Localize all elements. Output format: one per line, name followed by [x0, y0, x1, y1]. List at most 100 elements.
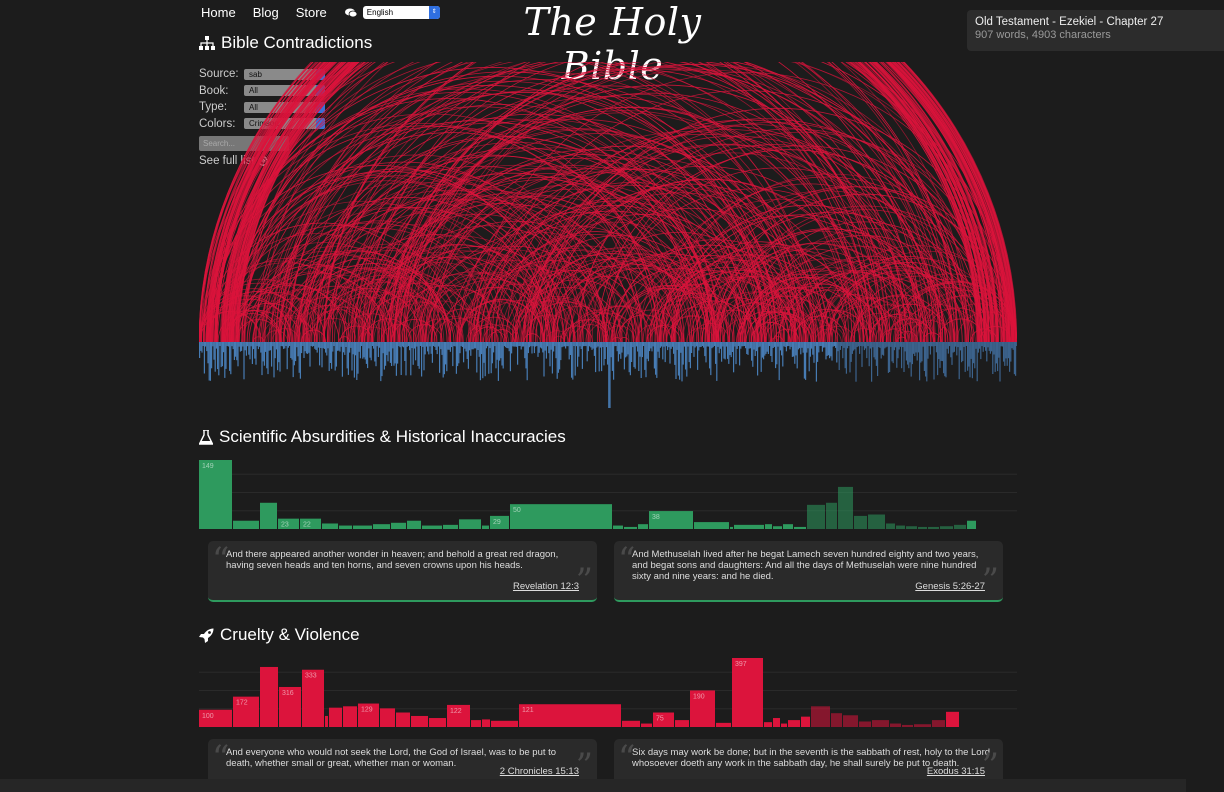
book-bar[interactable] — [339, 525, 352, 529]
book-bar[interactable] — [358, 703, 379, 727]
book-bar[interactable] — [638, 524, 648, 529]
book-bar[interactable] — [914, 724, 931, 727]
book-bar[interactable] — [491, 720, 518, 727]
book-bar[interactable] — [811, 706, 830, 727]
book-bar[interactable] — [932, 720, 945, 727]
book-bar[interactable] — [773, 718, 780, 727]
book-bar[interactable] — [765, 524, 772, 529]
book-bar[interactable] — [429, 718, 446, 727]
book-bar[interactable] — [906, 526, 917, 529]
verse-length-bar — [244, 342, 246, 351]
book-bar[interactable] — [890, 723, 901, 727]
book-bar[interactable] — [694, 522, 729, 529]
book-bar[interactable] — [859, 721, 871, 727]
book-bar[interactable] — [716, 722, 731, 727]
contradiction-arc — [521, 253, 700, 343]
book-bar[interactable] — [199, 709, 232, 727]
book-bar[interactable] — [872, 720, 889, 727]
verse-length-bar — [674, 342, 676, 365]
book-bar[interactable] — [199, 460, 232, 529]
book-bar[interactable] — [471, 720, 481, 727]
bottom-scrollbar[interactable] — [0, 779, 1186, 792]
book-bar[interactable] — [613, 525, 623, 529]
book-bar[interactable] — [519, 704, 621, 727]
book-bar[interactable] — [653, 712, 674, 727]
book-bar[interactable] — [322, 523, 338, 529]
book-bar[interactable] — [622, 720, 640, 727]
nav-store-link[interactable]: Store — [295, 5, 327, 20]
book-bar[interactable] — [831, 713, 842, 727]
book-bar[interactable] — [764, 722, 772, 727]
contradiction-arc-diagram[interactable] — [199, 62, 1017, 412]
verse-reference-link[interactable]: Exodus 31:15 — [926, 766, 985, 777]
book-bar[interactable] — [391, 522, 406, 529]
book-bar[interactable] — [928, 526, 939, 529]
book-bar[interactable] — [233, 520, 259, 529]
book-bar[interactable] — [422, 525, 442, 529]
book-bar[interactable] — [490, 515, 509, 529]
language-select[interactable]: English ⇕ — [362, 6, 440, 19]
book-bar[interactable] — [732, 658, 763, 727]
book-bar[interactable] — [954, 524, 966, 529]
book-bar[interactable] — [773, 526, 782, 529]
book-bar[interactable] — [896, 525, 905, 529]
book-bar[interactable] — [233, 696, 259, 727]
book-bar[interactable] — [353, 525, 372, 529]
book-bar[interactable] — [407, 520, 421, 529]
book-bar[interactable] — [690, 690, 715, 727]
book-bar[interactable] — [675, 720, 689, 727]
book-bar[interactable] — [843, 715, 858, 727]
cruelty-bar-chart[interactable]: 100 172 316 333 129 122 121 75 190 397 — [199, 654, 1017, 727]
verse-length-bar — [505, 342, 507, 348]
book-bar[interactable] — [396, 712, 410, 727]
book-bar[interactable] — [510, 504, 612, 529]
book-bar[interactable] — [868, 514, 885, 529]
book-bar[interactable] — [788, 720, 800, 727]
book-bar[interactable] — [482, 525, 489, 529]
book-bar[interactable] — [380, 708, 395, 727]
book-bar[interactable] — [794, 526, 806, 529]
book-bar[interactable] — [946, 711, 959, 727]
book-bar[interactable] — [801, 716, 810, 727]
nav-home-link[interactable]: Home — [201, 5, 236, 20]
book-bar[interactable] — [807, 504, 825, 529]
book-bar[interactable] — [641, 723, 652, 727]
verse-reference-link[interactable]: Genesis 5:26-27 — [915, 581, 985, 592]
book-bar[interactable] — [967, 520, 976, 529]
book-bar[interactable] — [447, 704, 470, 727]
book-bar[interactable] — [781, 723, 787, 727]
nav-blog-link[interactable]: Blog — [252, 5, 279, 20]
book-bar[interactable] — [940, 526, 953, 529]
book-bar[interactable] — [854, 515, 867, 529]
book-bar[interactable] — [300, 518, 321, 529]
book-bar[interactable] — [730, 526, 733, 529]
book-bar[interactable] — [373, 524, 390, 529]
verse-reference-link[interactable]: 2 Chronicles 15:13 — [499, 766, 579, 777]
book-bar[interactable] — [260, 666, 278, 727]
book-bar[interactable] — [838, 486, 853, 529]
book-bar[interactable] — [783, 524, 793, 529]
book-bar[interactable] — [443, 524, 458, 529]
book-bar[interactable] — [649, 511, 693, 529]
book-bar[interactable] — [482, 719, 490, 727]
book-bar[interactable] — [260, 502, 277, 529]
book-bar[interactable] — [624, 526, 637, 529]
book-bar[interactable] — [279, 686, 301, 727]
scientific-bar-chart[interactable]: 149 23 22 29 50 38 — [199, 456, 1017, 529]
book-bar[interactable] — [902, 724, 913, 727]
book-bar[interactable] — [886, 523, 895, 529]
book-bar[interactable] — [734, 524, 764, 529]
book-bar[interactable] — [459, 519, 481, 529]
verse-length-bar — [770, 342, 772, 356]
book-bar[interactable] — [302, 669, 324, 727]
book-bar[interactable] — [343, 706, 357, 727]
book-bar[interactable] — [918, 526, 927, 529]
book-bar[interactable] — [278, 518, 299, 529]
book-bar[interactable] — [325, 715, 328, 727]
verse-length-bar — [580, 342, 582, 349]
book-bar[interactable] — [826, 502, 837, 529]
book-bar[interactable] — [411, 715, 428, 727]
verse-length-bar — [311, 342, 313, 347]
book-bar[interactable] — [329, 707, 342, 727]
verse-reference-link[interactable]: Revelation 12:3 — [512, 581, 579, 592]
